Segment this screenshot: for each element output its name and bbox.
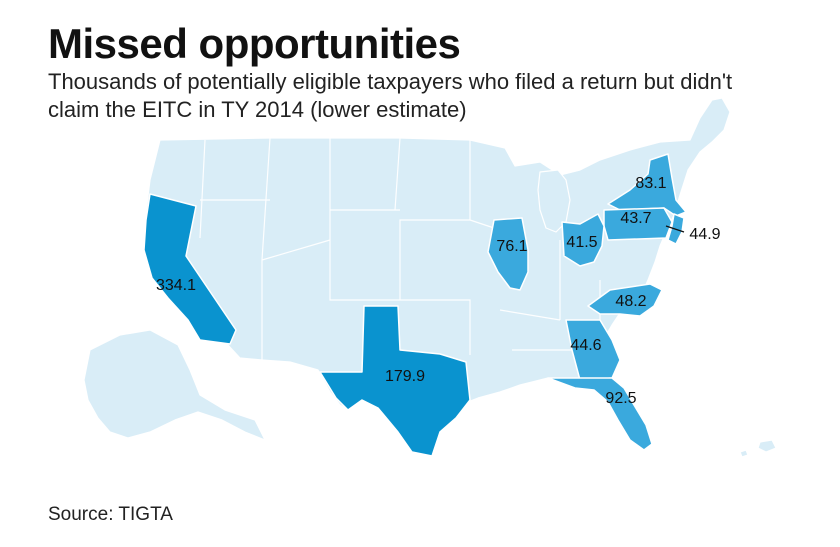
- label-new-york: 83.1: [635, 175, 666, 192]
- state-california: [143, 193, 237, 345]
- state-georgia: [565, 319, 621, 381]
- label-pennsylvania: 43.7: [620, 210, 651, 227]
- label-florida: 92.5: [605, 390, 636, 407]
- state-illinois: [487, 217, 529, 291]
- alaska-shape: [83, 329, 266, 441]
- page-subtitle: Thousands of potentially eligible taxpay…: [48, 69, 733, 122]
- label-new-jersey: 44.9: [689, 226, 720, 243]
- state-borders: [199, 137, 601, 360]
- label-texas: 179.9: [385, 368, 425, 385]
- state-texas: [319, 305, 471, 457]
- state-north-carolina: [587, 283, 663, 317]
- label-georgia: 44.6: [570, 337, 601, 354]
- label-north-carolina: 48.2: [615, 293, 646, 310]
- label-ohio: 41.5: [566, 234, 597, 251]
- label-california: 334.1: [156, 277, 196, 294]
- nj-callout-line: [665, 225, 685, 233]
- michigan-shape: [537, 169, 571, 233]
- source-note: Source: TIGTA: [48, 504, 173, 525]
- label-illinois: 76.1: [496, 238, 527, 255]
- state-ohio: [561, 213, 605, 267]
- state-florida: [547, 377, 653, 451]
- hawaii-shape: [757, 439, 777, 453]
- page-title: Missed opportunities: [48, 20, 461, 67]
